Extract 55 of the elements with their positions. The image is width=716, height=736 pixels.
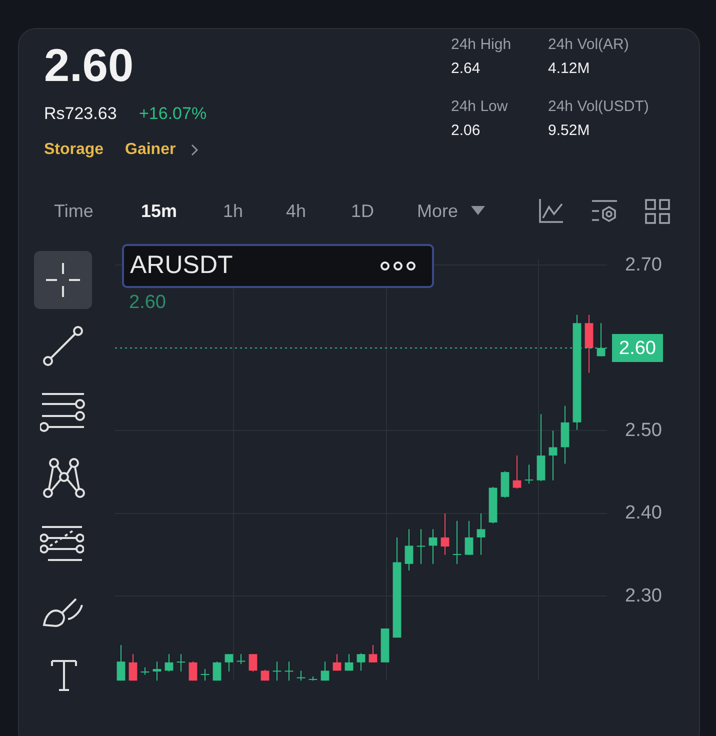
candlestick bbox=[368, 644, 378, 663]
candlestick bbox=[272, 661, 282, 682]
candlestick bbox=[452, 520, 462, 564]
text: 24h Low bbox=[451, 98, 508, 115]
y-tick-label: 2.30 bbox=[625, 585, 662, 606]
candlestick bbox=[428, 528, 438, 564]
ref-line-label: 2.60 bbox=[619, 338, 656, 360]
candlestick bbox=[224, 654, 234, 672]
candlestick bbox=[320, 661, 330, 682]
text: Rs723.63 bbox=[44, 104, 117, 124]
text: +16.07% bbox=[139, 104, 207, 124]
annotation: 2.60 bbox=[129, 292, 166, 314]
text: 4.12M bbox=[548, 60, 590, 77]
candlestick bbox=[284, 661, 294, 682]
chart-title: ARUSDT bbox=[130, 251, 233, 280]
candlestick bbox=[356, 652, 366, 672]
candlestick bbox=[164, 654, 174, 672]
candlestick bbox=[548, 430, 558, 481]
text: Time bbox=[54, 201, 94, 222]
candlestick bbox=[464, 520, 474, 556]
candlestick bbox=[236, 654, 246, 665]
candlestick bbox=[212, 661, 222, 682]
candlestick bbox=[524, 464, 534, 484]
candlestick bbox=[404, 528, 414, 572]
text: 1h bbox=[223, 201, 244, 222]
candlestick bbox=[440, 512, 450, 556]
y-tick-label: 2.70 bbox=[625, 254, 662, 276]
text: 15m bbox=[141, 201, 178, 222]
text: 2.64 bbox=[451, 60, 480, 77]
text: Gainer bbox=[125, 141, 176, 159]
text: 2.60 bbox=[44, 38, 134, 92]
candlestick bbox=[128, 654, 138, 682]
candlestick bbox=[476, 512, 486, 556]
candlestick bbox=[248, 654, 258, 672]
candlestick bbox=[512, 455, 522, 490]
text: 24h Vol(AR) bbox=[548, 36, 629, 53]
candlestick bbox=[344, 654, 354, 672]
text: 9.52M bbox=[548, 122, 590, 139]
text: 24h High bbox=[451, 36, 512, 53]
text: Storage bbox=[44, 141, 104, 159]
text: More bbox=[417, 201, 458, 222]
candlestick bbox=[296, 670, 306, 682]
candlestick bbox=[200, 668, 210, 682]
candlestick bbox=[188, 661, 198, 682]
y-tick-label: 2.40 bbox=[625, 502, 662, 524]
candlestick bbox=[152, 661, 162, 682]
candlestick bbox=[416, 528, 426, 564]
text: 4h bbox=[286, 201, 306, 222]
candlestick bbox=[116, 644, 126, 682]
candlestick bbox=[176, 654, 186, 672]
candlestick bbox=[332, 654, 342, 672]
text: 24h Vol(USDT) bbox=[548, 98, 649, 115]
y-tick-label: 2.50 bbox=[625, 420, 662, 441]
text: 1D bbox=[351, 201, 374, 222]
text: 2.06 bbox=[451, 122, 480, 139]
